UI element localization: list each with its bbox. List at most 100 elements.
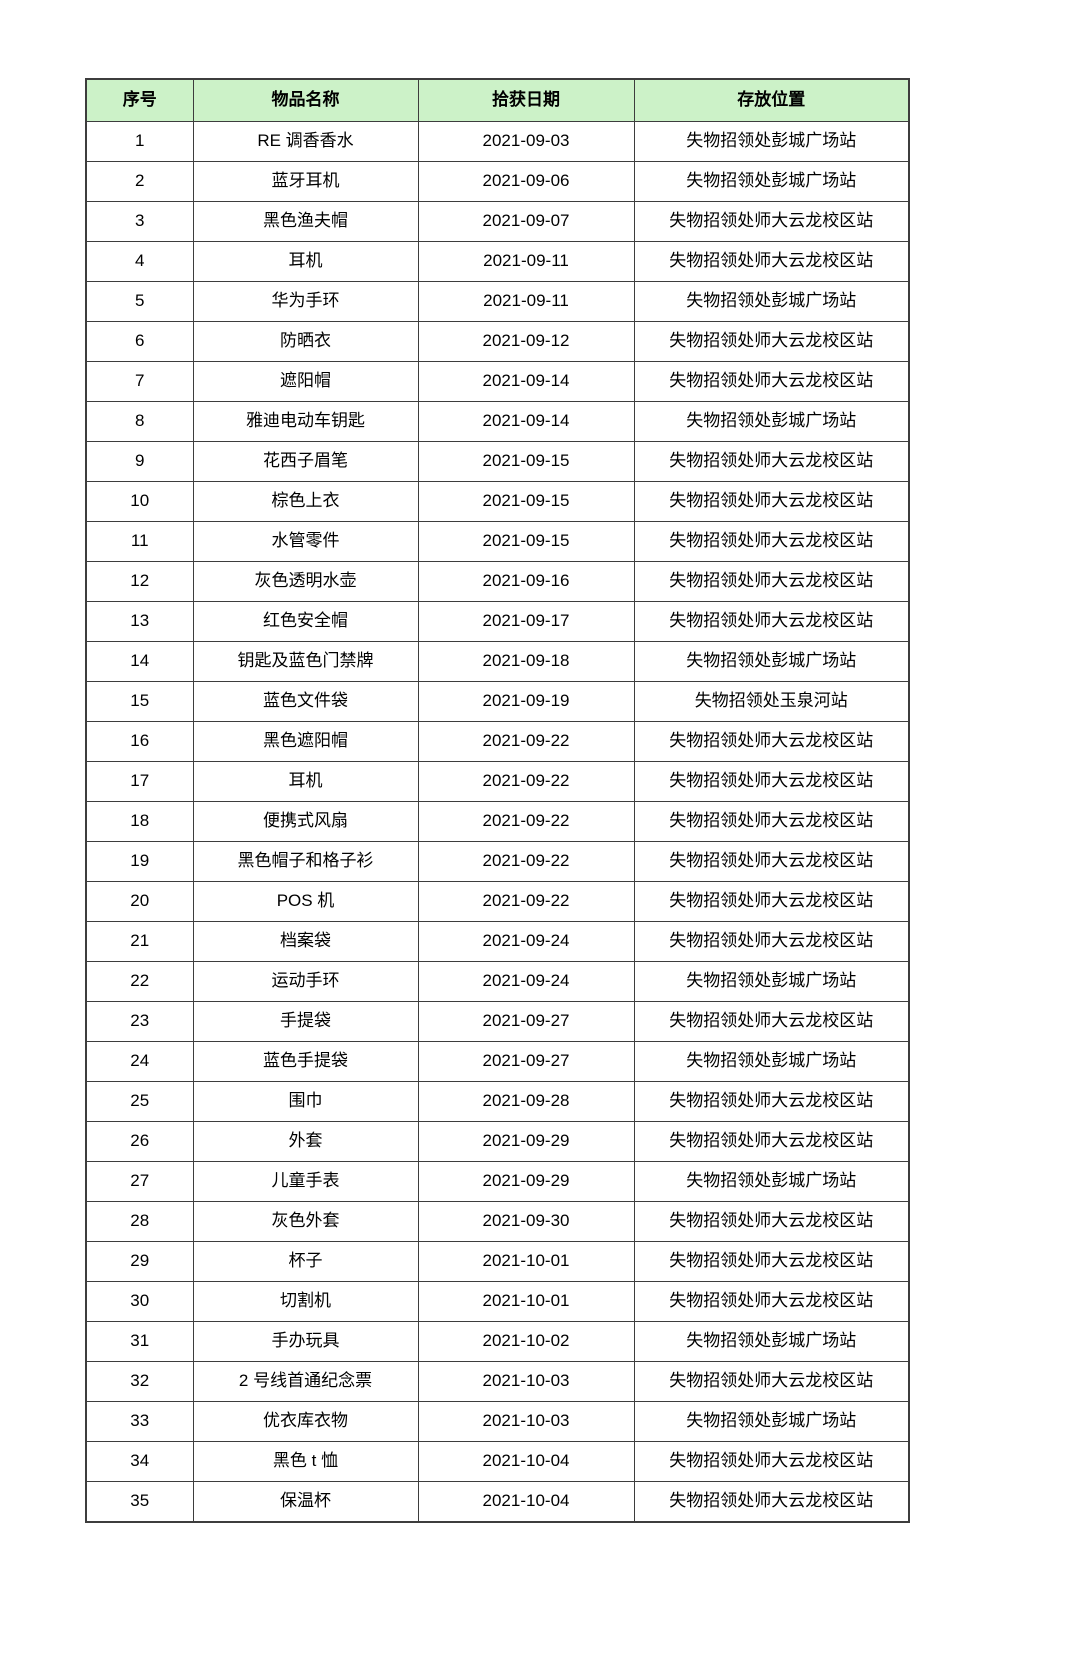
cell-index: 6 [85,321,194,362]
cell-date: 2021-09-30 [417,1201,635,1242]
table-row: 18 便携式风扇 2021-09-22 失物招领处师大云龙校区站 [85,801,910,842]
cell-date: 2021-09-22 [417,761,635,802]
cell-location: 失物招领处师大云龙校区站 [633,601,910,642]
cell-date: 2021-09-15 [417,521,635,562]
table-row: 15 蓝色文件袋 2021-09-19 失物招领处玉泉河站 [85,681,910,722]
cell-index: 12 [85,561,194,602]
table-row: 17 耳机 2021-09-22 失物招领处师大云龙校区站 [85,761,910,802]
cell-index: 27 [85,1161,194,1202]
table-row: 9 花西子眉笔 2021-09-15 失物招领处师大云龙校区站 [85,441,910,482]
cell-index: 15 [85,681,194,722]
table-row: 32 2 号线首通纪念票 2021-10-03 失物招领处师大云龙校区站 [85,1361,910,1402]
cell-index: 32 [85,1361,194,1402]
cell-location: 失物招领处师大云龙校区站 [633,881,910,922]
cell-name: 保温杯 [192,1481,419,1523]
table-row: 29 杯子 2021-10-01 失物招领处师大云龙校区站 [85,1241,910,1282]
cell-date: 2021-09-18 [417,641,635,682]
cell-name: 雅迪电动车钥匙 [192,401,419,442]
cell-location: 失物招领处师大云龙校区站 [633,761,910,802]
cell-location: 失物招领处彭城广场站 [633,1041,910,1082]
cell-date: 2021-09-16 [417,561,635,602]
cell-date: 2021-09-12 [417,321,635,362]
cell-date: 2021-10-01 [417,1281,635,1322]
cell-name: 华为手环 [192,281,419,322]
cell-date: 2021-09-19 [417,681,635,722]
cell-location: 失物招领处师大云龙校区站 [633,521,910,562]
cell-name: 优衣库衣物 [192,1401,419,1442]
cell-date: 2021-09-07 [417,201,635,242]
cell-index: 22 [85,961,194,1002]
cell-location: 失物招领处师大云龙校区站 [633,921,910,962]
cell-name: 灰色外套 [192,1201,419,1242]
cell-location: 失物招领处师大云龙校区站 [633,561,910,602]
table-row: 3 黑色渔夫帽 2021-09-07 失物招领处师大云龙校区站 [85,201,910,242]
cell-index: 13 [85,601,194,642]
table-row: 2 蓝牙耳机 2021-09-06 失物招领处彭城广场站 [85,161,910,202]
cell-date: 2021-09-15 [417,441,635,482]
cell-index: 2 [85,161,194,202]
cell-location: 失物招领处师大云龙校区站 [633,201,910,242]
cell-index: 10 [85,481,194,522]
cell-name: 黑色遮阳帽 [192,721,419,762]
cell-index: 9 [85,441,194,482]
cell-location: 失物招领处彭城广场站 [633,1401,910,1442]
cell-index: 20 [85,881,194,922]
cell-index: 24 [85,1041,194,1082]
column-header-name: 物品名称 [192,78,419,122]
cell-location: 失物招领处师大云龙校区站 [633,321,910,362]
table-row: 6 防晒衣 2021-09-12 失物招领处师大云龙校区站 [85,321,910,362]
cell-index: 17 [85,761,194,802]
cell-index: 28 [85,1201,194,1242]
table-row: 20 POS 机 2021-09-22 失物招领处师大云龙校区站 [85,881,910,922]
table-row: 23 手提袋 2021-09-27 失物招领处师大云龙校区站 [85,1001,910,1042]
cell-date: 2021-09-27 [417,1041,635,1082]
table-row: 19 黑色帽子和格子衫 2021-09-22 失物招领处师大云龙校区站 [85,841,910,882]
cell-name: 灰色透明水壶 [192,561,419,602]
cell-index: 16 [85,721,194,762]
cell-date: 2021-09-11 [417,281,635,322]
cell-date: 2021-09-29 [417,1161,635,1202]
cell-date: 2021-09-24 [417,961,635,1002]
cell-location: 失物招领处师大云龙校区站 [633,1001,910,1042]
cell-name: 蓝牙耳机 [192,161,419,202]
cell-location: 失物招领处师大云龙校区站 [633,361,910,402]
cell-index: 4 [85,241,194,282]
cell-name: 黑色渔夫帽 [192,201,419,242]
cell-name: 围巾 [192,1081,419,1122]
cell-location: 失物招领处彭城广场站 [633,1161,910,1202]
cell-name: 蓝色手提袋 [192,1041,419,1082]
cell-location: 失物招领处师大云龙校区站 [633,441,910,482]
table-row: 14 钥匙及蓝色门禁牌 2021-09-18 失物招领处彭城广场站 [85,641,910,682]
cell-index: 1 [85,121,194,162]
cell-name: 外套 [192,1121,419,1162]
table-row: 21 档案袋 2021-09-24 失物招领处师大云龙校区站 [85,921,910,962]
cell-name: 红色安全帽 [192,601,419,642]
table-row: 28 灰色外套 2021-09-30 失物招领处师大云龙校区站 [85,1201,910,1242]
cell-index: 5 [85,281,194,322]
table-row: 5 华为手环 2021-09-11 失物招领处彭城广场站 [85,281,910,322]
cell-location: 失物招领处彭城广场站 [633,161,910,202]
column-header-date: 拾获日期 [417,78,635,122]
table-row: 12 灰色透明水壶 2021-09-16 失物招领处师大云龙校区站 [85,561,910,602]
cell-location: 失物招领处彭城广场站 [633,961,910,1002]
cell-location: 失物招领处玉泉河站 [633,681,910,722]
cell-date: 2021-09-15 [417,481,635,522]
cell-index: 30 [85,1281,194,1322]
cell-location: 失物招领处彭城广场站 [633,1321,910,1362]
cell-name: 钥匙及蓝色门禁牌 [192,641,419,682]
cell-date: 2021-09-14 [417,401,635,442]
cell-location: 失物招领处师大云龙校区站 [633,1121,910,1162]
cell-date: 2021-10-03 [417,1401,635,1442]
cell-date: 2021-09-24 [417,921,635,962]
cell-name: 便携式风扇 [192,801,419,842]
lost-and-found-table: 序号 物品名称 拾获日期 存放位置 1 RE 调香香水 2021-09-03 失… [85,78,910,1523]
cell-name: RE 调香香水 [192,121,419,162]
cell-index: 29 [85,1241,194,1282]
cell-date: 2021-09-11 [417,241,635,282]
cell-index: 23 [85,1001,194,1042]
cell-date: 2021-09-29 [417,1121,635,1162]
table-row: 31 手办玩具 2021-10-02 失物招领处彭城广场站 [85,1321,910,1362]
table-row: 34 黑色 t 恤 2021-10-04 失物招领处师大云龙校区站 [85,1441,910,1482]
cell-index: 26 [85,1121,194,1162]
